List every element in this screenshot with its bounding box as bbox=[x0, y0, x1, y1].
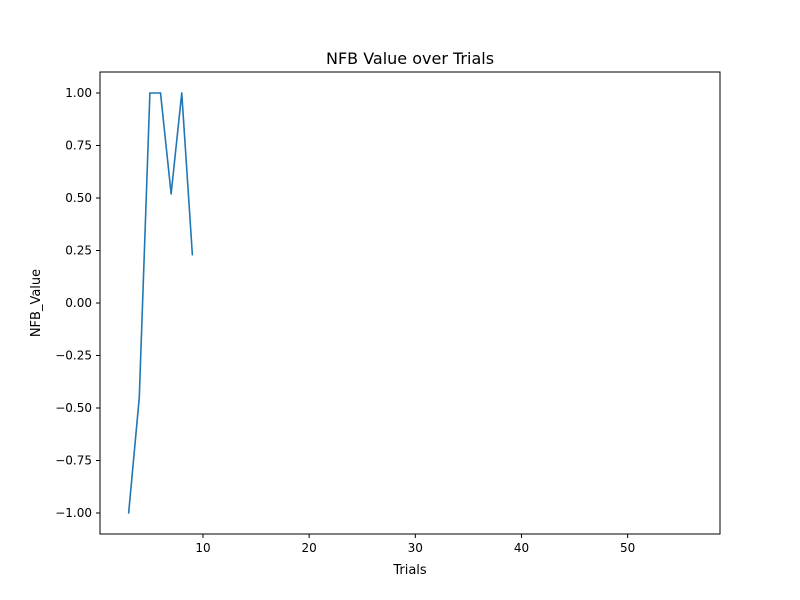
x-tick-label: 40 bbox=[514, 541, 529, 555]
y-tick-label: −0.50 bbox=[55, 401, 92, 415]
data-point bbox=[191, 253, 194, 256]
y-axis-label: NFB_Value bbox=[29, 269, 44, 337]
plot-area bbox=[100, 72, 720, 534]
y-tick-label: −0.25 bbox=[55, 349, 92, 363]
x-tick-label: 20 bbox=[302, 541, 317, 555]
data-point bbox=[170, 193, 172, 195]
y-axis-ticks: −1.00 −0.75 −0.50 −0.25 0.00 0.25 0.50 0.75 1.00 bbox=[55, 86, 100, 520]
y-tick-label: 1.00 bbox=[65, 86, 92, 100]
x-axis-label: Trials bbox=[392, 563, 427, 578]
y-tick-label: −1.00 bbox=[55, 506, 92, 520]
series-layer bbox=[127, 92, 194, 514]
x-tick-label: 50 bbox=[620, 541, 635, 555]
x-axis-ticks: 10 20 30 40 50 bbox=[195, 534, 635, 555]
y-tick-label: 0.00 bbox=[65, 296, 92, 310]
y-tick-label: −0.75 bbox=[55, 454, 92, 468]
data-point bbox=[127, 512, 130, 514]
x-tick-label: 10 bbox=[195, 541, 210, 555]
y-tick-label: 0.50 bbox=[65, 191, 92, 205]
y-tick-label: 0.75 bbox=[65, 139, 92, 153]
y-tick-label: 0.25 bbox=[65, 244, 92, 258]
data-point bbox=[180, 92, 183, 94]
data-point bbox=[159, 92, 162, 94]
plot-frame bbox=[99, 71, 721, 535]
data-point bbox=[138, 396, 141, 399]
chart-title: NFB Value over Trials bbox=[326, 49, 494, 68]
data-point bbox=[149, 92, 151, 94]
x-tick-label: 30 bbox=[408, 541, 423, 555]
